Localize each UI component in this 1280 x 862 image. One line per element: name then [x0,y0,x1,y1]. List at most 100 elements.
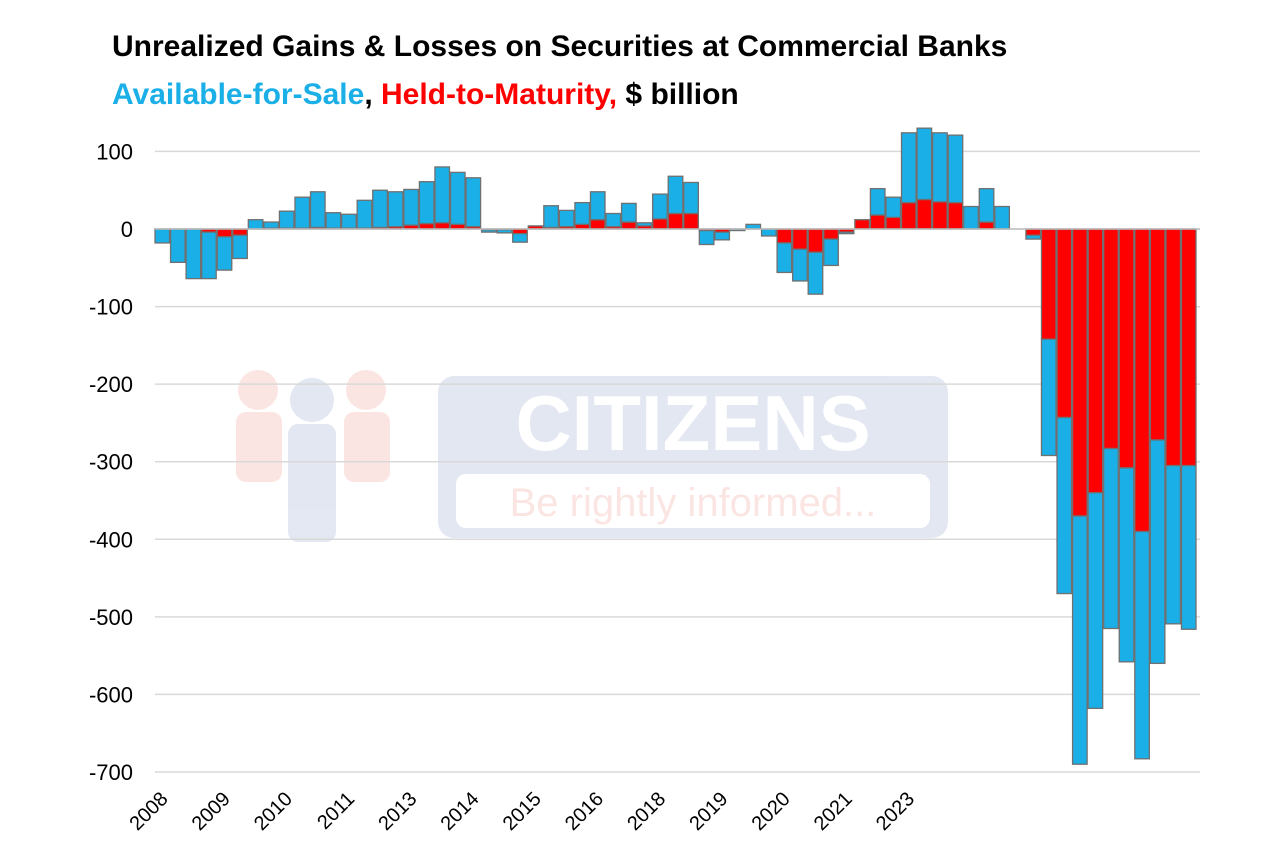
bar-held-to-maturity [854,219,871,230]
bar-available-for-sale [963,205,979,230]
bar-held-to-maturity [216,228,233,238]
bar-held-to-maturity [589,219,606,230]
bar-held-to-maturity [791,228,808,250]
bar-available-for-sale [652,193,668,220]
bar-available-for-sale [760,228,777,237]
bar-available-for-sale [294,196,311,229]
bar-available-for-sale [636,222,653,227]
bar-available-for-sale [1134,530,1150,760]
bar-held-to-maturity [776,228,793,244]
bar-held-to-maturity [1165,228,1182,467]
watermark-box [438,376,948,538]
bar-available-for-sale [543,205,560,229]
x-tick-label: 2010 [250,788,297,835]
bar-available-for-sale [558,209,575,228]
chart-subtitle: Available-for-Sale, Held-to-Maturity, $ … [112,78,739,112]
watermark-brand: CITIZENS [515,379,870,467]
bar-held-to-maturity [418,222,435,230]
bar-available-for-sale [978,188,995,223]
bar-held-to-maturity [1056,228,1073,419]
bar-available-for-sale [263,221,280,229]
bar-held-to-maturity [652,218,668,230]
bar-available-for-sale [418,181,435,225]
x-tick-label: 2023 [872,788,919,835]
subtitle-htm: Held-to-Maturity, [380,78,618,111]
bar-held-to-maturity [931,201,948,230]
x-tick-label: 2021 [810,788,857,835]
bar-held-to-maturity [232,228,248,236]
bar-available-for-sale [1165,464,1182,625]
x-axis: 2008 2009 2010 2011 2013 2014 2015 2016 2018 2019… [126,788,920,835]
bar-available-for-sale [620,202,637,223]
bar-available-for-sale [449,171,466,225]
y-tick-label: -200 [89,372,133,397]
y-tick-label: -500 [89,605,133,630]
y-axis: 100 0 -100 -200 -300 -400 -500 -600 -700 [89,139,133,785]
bar-held-to-maturity [916,198,933,230]
x-tick-label: 2015 [499,788,546,835]
bar-available-for-sale [589,191,606,221]
y-tick-label: -600 [89,682,133,707]
bar-available-for-sale [1056,416,1073,595]
y-tick-label: 100 [96,139,133,164]
bar-held-to-maturity [1103,228,1119,450]
bar-available-for-sale [900,132,917,204]
bar-available-for-sale [1118,467,1135,663]
bar-available-for-sale [512,232,528,243]
bar-held-to-maturity [869,214,886,230]
bar-available-for-sale [714,231,731,241]
x-tick-label: 2013 [374,788,421,835]
subtitle-afs: Available-for-Sale [112,78,365,111]
bar-available-for-sale [994,205,1011,230]
bar-available-for-sale [838,231,855,235]
bar-available-for-sale [776,242,793,274]
bar-available-for-sale [683,181,699,215]
bar-available-for-sale [1103,447,1119,630]
bar-available-for-sale [1149,439,1166,665]
bar-available-for-sale [356,199,373,229]
y-tick-label: -700 [89,760,133,785]
bar-held-to-maturity [667,212,684,230]
bar-available-for-sale [1025,234,1042,240]
bar-available-for-sale [698,229,715,246]
bar-available-for-sale [807,251,824,295]
bar-held-to-maturity [1118,228,1135,469]
bar-available-for-sale [309,191,326,229]
x-tick-label: 2014 [437,788,484,835]
bar-available-for-sale [340,213,357,229]
bar-available-for-sale [169,228,186,264]
bar-available-for-sale [387,191,404,228]
x-tick-label: 2018 [623,788,670,835]
bar-available-for-sale [574,201,591,226]
bar-available-for-sale [185,228,202,280]
bar-available-for-sale [403,188,420,226]
bar-available-for-sale [1040,338,1057,457]
bar-available-for-sale [823,238,839,267]
bar-held-to-maturity [823,228,839,240]
bar-held-to-maturity [885,216,902,230]
bar-held-to-maturity [900,201,917,230]
bar-available-for-sale [247,219,264,230]
bar-available-for-sale [232,234,248,260]
bar-available-for-sale [216,236,233,271]
x-tick-label: 2011 [313,788,359,834]
x-tick-label: 2020 [748,788,795,835]
y-tick-label: -100 [89,295,133,320]
bar-held-to-maturity [1134,228,1150,533]
bar-available-for-sale [201,231,217,280]
bar-available-for-sale [885,196,902,219]
bar-available-for-sale [869,188,886,216]
bar-held-to-maturity [683,212,699,230]
x-tick-label: 2008 [126,788,173,835]
bar-available-for-sale [278,210,295,229]
bar-held-to-maturity [1025,228,1042,236]
subtitle-unit: $ billion [625,78,739,111]
bar-available-for-sale [916,127,933,201]
bar-held-to-maturity [978,221,995,230]
bar-available-for-sale [791,248,808,282]
bar-available-for-sale [496,229,513,234]
chart-title: Unrealized Gains & Losses on Securities … [112,30,1008,63]
bar-available-for-sale [605,212,622,228]
bar-available-for-sale [465,177,482,228]
